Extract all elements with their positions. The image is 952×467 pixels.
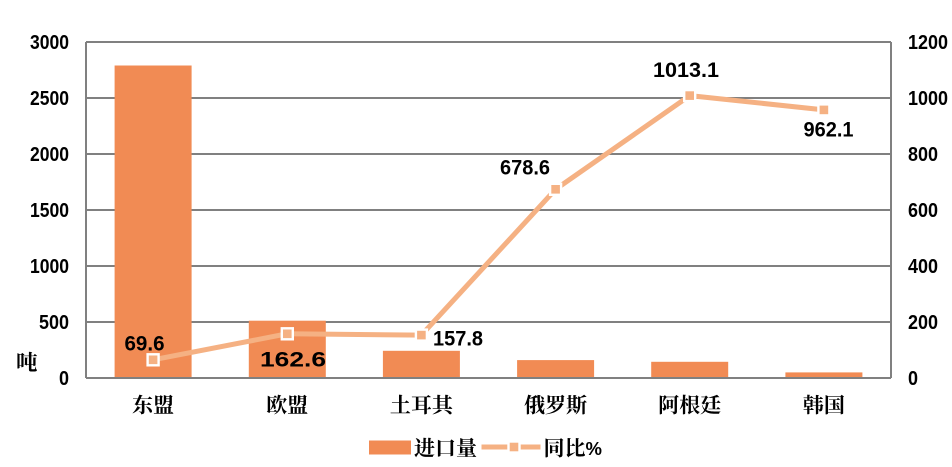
svg-text:678.6: 678.6 [500,157,550,180]
svg-text:1013.1: 1013.1 [653,59,719,82]
svg-text:0: 0 [59,367,69,390]
svg-text:69.6: 69.6 [125,333,165,356]
svg-text:162.6: 162.6 [260,349,326,372]
svg-text:962.1: 962.1 [804,119,854,142]
svg-text:1000: 1000 [30,255,69,278]
svg-text:0: 0 [908,367,918,390]
svg-text:400: 400 [908,255,938,278]
svg-text:1500: 1500 [30,199,69,222]
svg-text:1000: 1000 [908,87,948,110]
svg-text:157.8: 157.8 [433,328,483,351]
svg-text:600: 600 [908,199,938,222]
svg-text:800: 800 [908,143,938,166]
svg-text:500: 500 [39,311,69,334]
svg-text:1200: 1200 [908,31,948,54]
svg-text:2000: 2000 [30,143,69,166]
svg-text:2500: 2500 [30,87,69,110]
svg-text:3000: 3000 [30,31,69,54]
svg-text:200: 200 [908,311,938,334]
svg-text:%: % [586,438,602,459]
